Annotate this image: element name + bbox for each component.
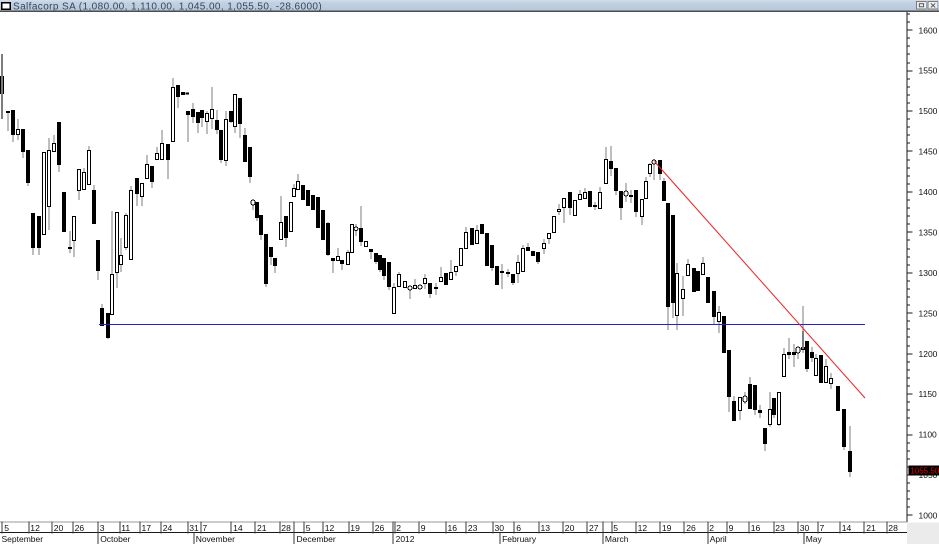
svg-text:1500: 1500 xyxy=(919,106,938,116)
svg-text:April: April xyxy=(710,534,727,544)
svg-text:1000: 1000 xyxy=(919,511,938,521)
svg-text:20: 20 xyxy=(54,523,64,533)
svg-text:26: 26 xyxy=(75,523,85,533)
svg-text:24: 24 xyxy=(163,523,173,533)
svg-text:November: November xyxy=(196,534,235,544)
svg-text:October: October xyxy=(100,534,130,544)
svg-text:3: 3 xyxy=(100,523,105,533)
svg-text:21: 21 xyxy=(257,523,267,533)
svg-text:28: 28 xyxy=(888,523,898,533)
svg-text:7: 7 xyxy=(820,523,825,533)
svg-text:26: 26 xyxy=(375,523,385,533)
svg-text:1450: 1450 xyxy=(919,147,938,157)
svg-text:16: 16 xyxy=(448,523,458,533)
svg-text:March: March xyxy=(605,534,629,544)
svg-text:12: 12 xyxy=(325,523,335,533)
svg-text:2: 2 xyxy=(396,523,401,533)
svg-text:12: 12 xyxy=(638,523,648,533)
svg-text:20: 20 xyxy=(565,523,575,533)
svg-text:February: February xyxy=(502,534,537,544)
svg-text:27: 27 xyxy=(589,523,599,533)
svg-text:7: 7 xyxy=(202,523,207,533)
svg-text:30: 30 xyxy=(495,523,505,533)
svg-text:14: 14 xyxy=(233,523,243,533)
svg-text:23: 23 xyxy=(775,523,785,533)
svg-text:1055.500: 1055.500 xyxy=(910,466,939,475)
svg-text:9: 9 xyxy=(729,523,734,533)
svg-text:21: 21 xyxy=(866,523,876,533)
svg-text:December: December xyxy=(297,534,336,544)
svg-text:26: 26 xyxy=(686,523,696,533)
svg-text:1150: 1150 xyxy=(919,389,938,399)
svg-text:1200: 1200 xyxy=(919,349,938,359)
svg-text:1300: 1300 xyxy=(919,268,938,278)
svg-text:1100: 1100 xyxy=(919,430,938,440)
svg-text:2: 2 xyxy=(709,523,714,533)
svg-text:Salfacorp SA (1,080.00, 1,110.: Salfacorp SA (1,080.00, 1,110.00, 1,045.… xyxy=(13,1,322,12)
svg-text:September: September xyxy=(2,534,44,544)
svg-text:28: 28 xyxy=(281,523,291,533)
svg-text:5: 5 xyxy=(613,523,618,533)
svg-text:2012: 2012 xyxy=(396,534,415,544)
svg-text:16: 16 xyxy=(751,523,761,533)
svg-text:19: 19 xyxy=(662,523,672,533)
svg-text:31: 31 xyxy=(189,523,199,533)
svg-text:5: 5 xyxy=(4,523,9,533)
svg-text:1400: 1400 xyxy=(919,187,938,197)
svg-text:17: 17 xyxy=(142,523,152,533)
svg-text:1550: 1550 xyxy=(919,66,938,76)
svg-text:1600: 1600 xyxy=(919,25,938,35)
svg-text:12: 12 xyxy=(30,523,40,533)
svg-text:30: 30 xyxy=(800,523,810,533)
svg-text:6: 6 xyxy=(516,523,521,533)
svg-text:9: 9 xyxy=(421,523,426,533)
svg-text:1350: 1350 xyxy=(919,227,938,237)
svg-text:19: 19 xyxy=(350,523,360,533)
svg-text:May: May xyxy=(806,534,823,544)
svg-text:23: 23 xyxy=(468,523,478,533)
svg-text:14: 14 xyxy=(842,523,852,533)
svg-text:1250: 1250 xyxy=(919,308,938,318)
svg-text:13: 13 xyxy=(541,523,551,533)
svg-text:11: 11 xyxy=(121,523,130,533)
svg-text:5: 5 xyxy=(306,523,311,533)
